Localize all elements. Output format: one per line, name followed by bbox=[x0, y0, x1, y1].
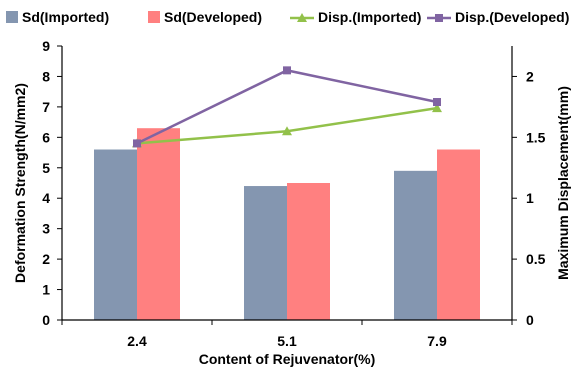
x-axis-ticks: 2.4 5.1 7.9 bbox=[61, 320, 513, 349]
legend-label: Sd(Developed) bbox=[164, 9, 262, 25]
x-axis-title: Content of Rejuvenator(%) bbox=[199, 351, 376, 367]
x-tick-label: 5.1 bbox=[277, 333, 297, 349]
y-tick-label: 8 bbox=[42, 68, 50, 84]
point-disp-developed bbox=[133, 139, 141, 148]
point-disp-imported bbox=[282, 126, 292, 136]
y2-tick-label: 1.5 bbox=[526, 129, 546, 145]
legend-marker bbox=[297, 13, 307, 22]
bar-developed bbox=[137, 128, 180, 320]
legend: Sd(Imported) Sd(Developed) Disp.(Imported)… bbox=[6, 9, 569, 25]
legend-item: Sd(Developed) bbox=[148, 9, 262, 25]
y2-tick-label: 0.5 bbox=[526, 251, 546, 267]
bar-imported bbox=[244, 186, 287, 320]
y-tick-label: 2 bbox=[42, 251, 50, 267]
legend-item: Sd(Imported) bbox=[6, 9, 109, 25]
point-disp-developed bbox=[433, 98, 441, 107]
y2-axis-title: Maximum Displacement(mm) bbox=[555, 86, 571, 280]
point-disp-developed bbox=[283, 66, 291, 75]
y-tick-label: 4 bbox=[42, 190, 50, 206]
bar-imported bbox=[394, 170, 437, 320]
series-line-disp-imported bbox=[136, 106, 438, 145]
y2-axis-ticks: 0 0.5 1 1.5 2 bbox=[512, 68, 546, 328]
y2-tick-label: 2 bbox=[526, 68, 534, 84]
line-group bbox=[132, 66, 442, 148]
bar-group bbox=[94, 128, 480, 320]
bar-developed bbox=[437, 149, 480, 320]
legend-swatch bbox=[6, 11, 18, 23]
legend-label: Sd(Imported) bbox=[22, 9, 109, 25]
y-tick-label: 0 bbox=[42, 312, 50, 328]
y-axis-title: Deformation Strength(N/mm2) bbox=[12, 83, 28, 283]
y-tick-label: 5 bbox=[42, 160, 50, 176]
axes bbox=[61, 46, 513, 321]
y2-tick-label: 0 bbox=[526, 312, 534, 328]
x-tick-label: 7.9 bbox=[427, 333, 447, 349]
y-tick-label: 1 bbox=[42, 282, 50, 298]
y-axis-ticks: 0 1 2 3 4 5 6 7 8 9 bbox=[42, 38, 62, 328]
y-tick-label: 3 bbox=[42, 221, 50, 237]
legend-label: Disp.(Developed) bbox=[455, 9, 569, 25]
x-tick-label: 2.4 bbox=[127, 333, 147, 349]
point-disp-imported bbox=[432, 103, 442, 113]
legend-item: Disp.(Developed) bbox=[427, 9, 569, 25]
y2-tick-label: 1 bbox=[526, 190, 534, 206]
y-tick-label: 6 bbox=[42, 129, 50, 145]
bar-developed bbox=[287, 183, 330, 320]
legend-swatch bbox=[148, 11, 160, 23]
legend-label: Disp.(Imported) bbox=[318, 9, 421, 25]
legend-item: Disp.(Imported) bbox=[290, 9, 421, 25]
y-tick-label: 7 bbox=[42, 99, 50, 115]
y-tick-label: 9 bbox=[42, 38, 50, 54]
bar-imported bbox=[94, 149, 137, 320]
legend-marker bbox=[435, 14, 443, 22]
